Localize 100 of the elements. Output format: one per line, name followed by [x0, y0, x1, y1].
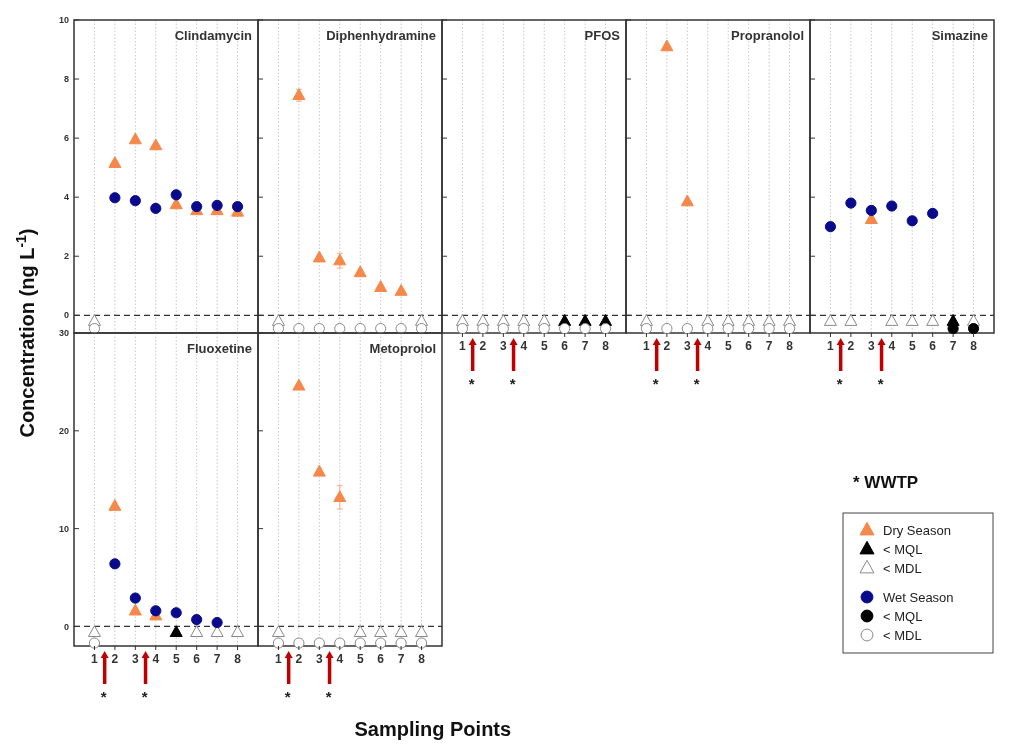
point: [702, 322, 714, 335]
x-tick-label: 3: [867, 339, 875, 353]
text: *: [693, 375, 700, 392]
text: *: [877, 375, 884, 392]
x-tick-label: 8: [970, 339, 978, 353]
point: [88, 637, 101, 649]
y-tick-label: 6: [63, 133, 69, 144]
point: [211, 199, 223, 212]
point: [271, 625, 285, 638]
point: [926, 314, 940, 326]
point: [394, 283, 408, 296]
point: [845, 197, 857, 209]
x-tick-label: 2: [295, 652, 303, 666]
x-tick-label: 1: [91, 652, 99, 666]
point: [231, 625, 245, 638]
x-tick-label: 3: [499, 339, 507, 353]
point: [169, 625, 183, 638]
x-tick-label: 3: [131, 652, 139, 666]
text: *: [652, 375, 659, 392]
x-tick-label: 2: [663, 339, 671, 353]
x-tick-label: 6: [561, 339, 569, 353]
x-tick-label: 4: [336, 652, 344, 666]
point: [231, 201, 244, 213]
text: * WWTP: [853, 473, 919, 492]
point: [87, 625, 101, 638]
legend-label: Dry Season: [883, 522, 951, 538]
point: [272, 637, 285, 649]
x-tick-label: 5: [172, 652, 180, 666]
legend-label: < MDL: [883, 627, 922, 643]
point: [293, 637, 305, 649]
point: [313, 637, 325, 649]
point: [660, 39, 674, 52]
text: Simazine: [931, 28, 988, 43]
x-tick-label: 5: [540, 339, 548, 353]
point: [293, 322, 305, 335]
text: Fluoxetine: [186, 341, 252, 356]
legend-label: < MQL: [883, 608, 923, 624]
point: [395, 637, 407, 649]
x-tick-label: 4: [520, 339, 528, 353]
point: [129, 592, 141, 604]
x-tick-label: 8: [602, 339, 610, 353]
point: [292, 378, 306, 391]
x-tick-label: 7: [581, 339, 589, 353]
point: [150, 202, 162, 214]
point: [190, 625, 204, 638]
point: [334, 637, 346, 649]
point: [374, 625, 388, 638]
x-tick-label: 6: [745, 339, 753, 353]
legend-label: < MQL: [883, 541, 923, 557]
point: [313, 322, 325, 335]
point: [375, 637, 387, 649]
point: [210, 625, 224, 638]
point: [415, 322, 428, 335]
x-tick-label: 4: [152, 652, 160, 666]
y-tick-label: 10: [58, 523, 69, 534]
legend-label: Wet Season: [883, 589, 954, 605]
point: [722, 322, 734, 335]
point: [354, 637, 366, 649]
point: [128, 603, 142, 616]
x-tick-label: 8: [786, 339, 794, 353]
y-tick-label: 0: [63, 310, 69, 321]
point: [170, 607, 182, 619]
text: *: [100, 688, 107, 705]
point: [333, 490, 347, 503]
x-tick-label: 4: [704, 339, 712, 353]
point: [885, 314, 899, 326]
point: [354, 322, 366, 335]
text: *: [325, 688, 332, 705]
x-tick-label: 2: [847, 339, 855, 353]
point: [415, 625, 429, 638]
text: Clindamycin: [174, 28, 253, 43]
point: [680, 194, 694, 207]
point: [109, 192, 121, 204]
y-tick-label: 4: [63, 192, 69, 203]
point: [886, 200, 898, 212]
point: [108, 156, 122, 168]
y-tick-label: 20: [58, 425, 69, 436]
x-axis-title: Sampling Points: [354, 718, 512, 740]
text: *: [509, 375, 516, 392]
text: *: [836, 375, 843, 392]
text: Propranolol: [731, 28, 804, 43]
y-tick-label: 0: [63, 621, 69, 632]
x-tick-label: 1: [275, 652, 283, 666]
point: [967, 322, 980, 335]
point: [415, 637, 428, 649]
point: [763, 322, 775, 335]
x-tick-label: 7: [949, 339, 957, 353]
point: [129, 195, 141, 207]
x-tick-label: 2: [111, 652, 119, 666]
y-tick-label: 8: [63, 74, 69, 85]
point: [844, 314, 858, 326]
text: *: [468, 375, 475, 392]
point: [353, 265, 367, 278]
x-tick-label: 6: [193, 652, 201, 666]
point: [150, 605, 162, 617]
x-tick-label: 3: [683, 339, 691, 353]
x-tick-label: 8: [234, 652, 242, 666]
point: [312, 464, 326, 477]
point: [211, 616, 223, 629]
point: [191, 613, 203, 626]
